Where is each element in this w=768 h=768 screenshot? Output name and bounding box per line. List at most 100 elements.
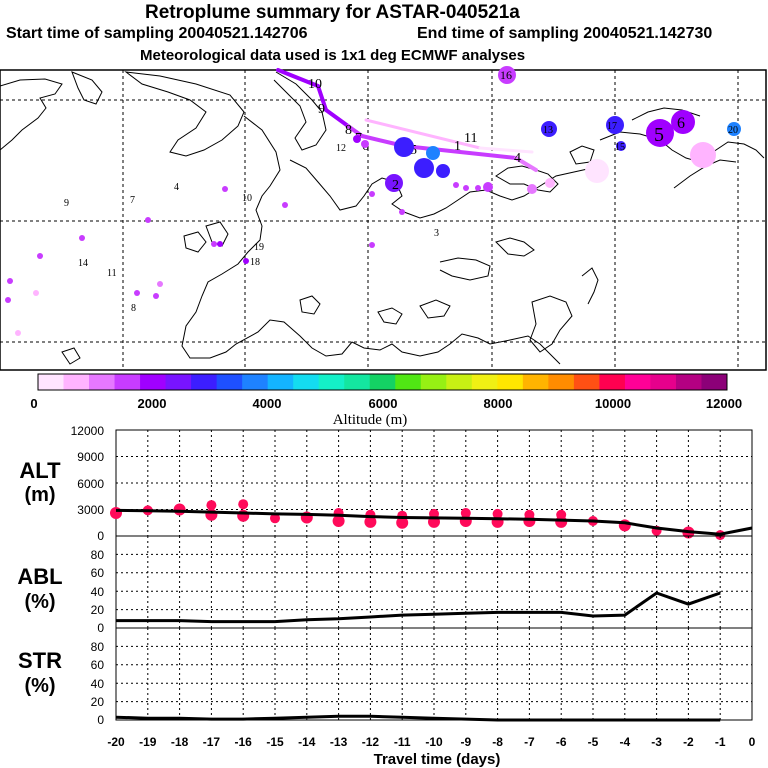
small-cluster-markers bbox=[5, 182, 481, 336]
small-marker bbox=[453, 182, 459, 188]
track-label: 5 bbox=[410, 143, 417, 158]
alt-marker bbox=[206, 500, 217, 511]
track-label: 10 bbox=[308, 77, 322, 92]
cluster-circle bbox=[498, 66, 516, 84]
x-tick: -9 bbox=[460, 735, 471, 749]
colorbar-cell bbox=[497, 374, 524, 390]
colorbar-cell bbox=[344, 374, 371, 390]
str-series-line bbox=[115, 714, 721, 722]
alt-series-line bbox=[115, 508, 753, 536]
str-ytick: 20 bbox=[91, 695, 105, 709]
str-ylabel: STR bbox=[18, 648, 62, 673]
small-marker bbox=[399, 209, 405, 215]
colorbar-cell bbox=[114, 374, 141, 390]
colorbar-cell bbox=[89, 374, 116, 390]
alt-marker bbox=[270, 513, 280, 524]
cluster-label: 17 bbox=[607, 121, 617, 132]
cluster-label: 16 bbox=[500, 68, 512, 82]
alt-panel: 12000 9000 6000 3000 0 ALT (m) bbox=[19, 424, 753, 543]
colorbar-tick: 6000 bbox=[369, 396, 398, 411]
track-segment bbox=[316, 84, 328, 112]
x-tick: -5 bbox=[588, 735, 599, 749]
abl-panel: 80 60 40 20 0 ABL (%) bbox=[17, 535, 753, 635]
alt-yunit: (m) bbox=[24, 484, 55, 506]
cluster-label: 4 bbox=[174, 182, 179, 193]
cluster-circle bbox=[585, 159, 609, 183]
cluster-label: 5 bbox=[654, 124, 664, 146]
cluster-labels: 16 13 17 5 6 3 20 15 12 2 9 4 10 19 18 1… bbox=[64, 68, 738, 314]
alt-gridlines bbox=[116, 430, 752, 536]
str-panel: 80 60 40 20 0 STR (%) bbox=[18, 627, 753, 727]
track-segment bbox=[324, 108, 350, 128]
cluster-circle bbox=[606, 116, 624, 134]
chart-title: Retroplume summary for ASTAR-040521a bbox=[145, 2, 520, 23]
alt-ytick: 6000 bbox=[77, 477, 104, 491]
abl-yticks: 80 60 40 20 0 bbox=[91, 548, 105, 635]
colorbar-cell bbox=[38, 374, 65, 390]
colorbar-tick: 4000 bbox=[253, 396, 282, 411]
small-marker bbox=[37, 253, 43, 259]
cluster-circle bbox=[436, 164, 450, 178]
track-label: 8 bbox=[345, 123, 352, 138]
colorbar-cell bbox=[573, 374, 600, 390]
cluster-circle bbox=[394, 137, 414, 157]
x-tick: -11 bbox=[394, 735, 411, 749]
track-segment bbox=[346, 124, 364, 138]
x-tick: -16 bbox=[235, 735, 253, 749]
cluster-circle bbox=[353, 135, 361, 143]
x-tick: -12 bbox=[362, 735, 380, 749]
time-series-panels: 12000 9000 6000 3000 0 ALT (m) 80 60 40 … bbox=[17, 424, 755, 768]
colorbar-cell bbox=[471, 374, 498, 390]
x-tick: -20 bbox=[107, 735, 125, 749]
x-tick: -17 bbox=[203, 735, 221, 749]
small-marker bbox=[79, 235, 85, 241]
cluster-circle bbox=[646, 119, 674, 147]
colorbar-frame bbox=[37, 373, 728, 391]
colorbar-tick: 8000 bbox=[484, 396, 513, 411]
cluster-label: 10 bbox=[242, 193, 252, 204]
abl-ytick: 60 bbox=[91, 566, 105, 580]
x-tick: -10 bbox=[425, 735, 443, 749]
colorbar-cell bbox=[624, 374, 651, 390]
small-marker bbox=[243, 258, 249, 264]
abl-ylabel: ABL bbox=[17, 564, 62, 589]
colorbar-tick: 10000 bbox=[595, 396, 631, 411]
cluster-circle bbox=[671, 110, 695, 134]
cluster-label: 3 bbox=[434, 228, 439, 239]
cluster-circle bbox=[385, 174, 403, 192]
cluster-markers bbox=[353, 66, 741, 194]
cluster-label: 7 bbox=[130, 195, 135, 206]
colorbar-cell bbox=[650, 374, 677, 390]
cluster-circle bbox=[545, 178, 555, 188]
alt-marker bbox=[555, 515, 568, 528]
cluster-label: 18 bbox=[250, 257, 260, 268]
alt-ylabel: ALT bbox=[19, 458, 61, 483]
x-tick: -19 bbox=[139, 735, 157, 749]
track-label: 4 bbox=[514, 151, 521, 166]
cluster-circle bbox=[361, 140, 369, 148]
track-segment bbox=[478, 146, 534, 154]
small-marker bbox=[282, 202, 288, 208]
map-panel: 10 9 8 7 6 5 4 3 2 1 11 bbox=[0, 66, 767, 371]
str-gridlines bbox=[116, 628, 752, 720]
colorbar-label: Altitude (m) bbox=[333, 412, 408, 428]
small-marker bbox=[33, 290, 39, 296]
cluster-label: 6 bbox=[677, 115, 685, 132]
track-label: 9 bbox=[318, 102, 325, 117]
x-tick: -15 bbox=[266, 735, 284, 749]
colorbar-cell bbox=[191, 374, 218, 390]
x-tick: -2 bbox=[683, 735, 694, 749]
track-segment bbox=[402, 144, 518, 160]
small-marker bbox=[145, 217, 151, 223]
alt-ytick: 3000 bbox=[77, 503, 104, 517]
cluster-circle bbox=[426, 146, 440, 160]
x-tick: -6 bbox=[556, 735, 567, 749]
track-segment bbox=[514, 156, 538, 172]
small-marker bbox=[157, 281, 163, 287]
small-marker bbox=[463, 185, 469, 191]
abl-yunit: (%) bbox=[24, 591, 55, 613]
x-axis-label: Travel time (days) bbox=[374, 751, 501, 768]
x-tick: -13 bbox=[330, 735, 348, 749]
x-tick: -3 bbox=[651, 735, 662, 749]
